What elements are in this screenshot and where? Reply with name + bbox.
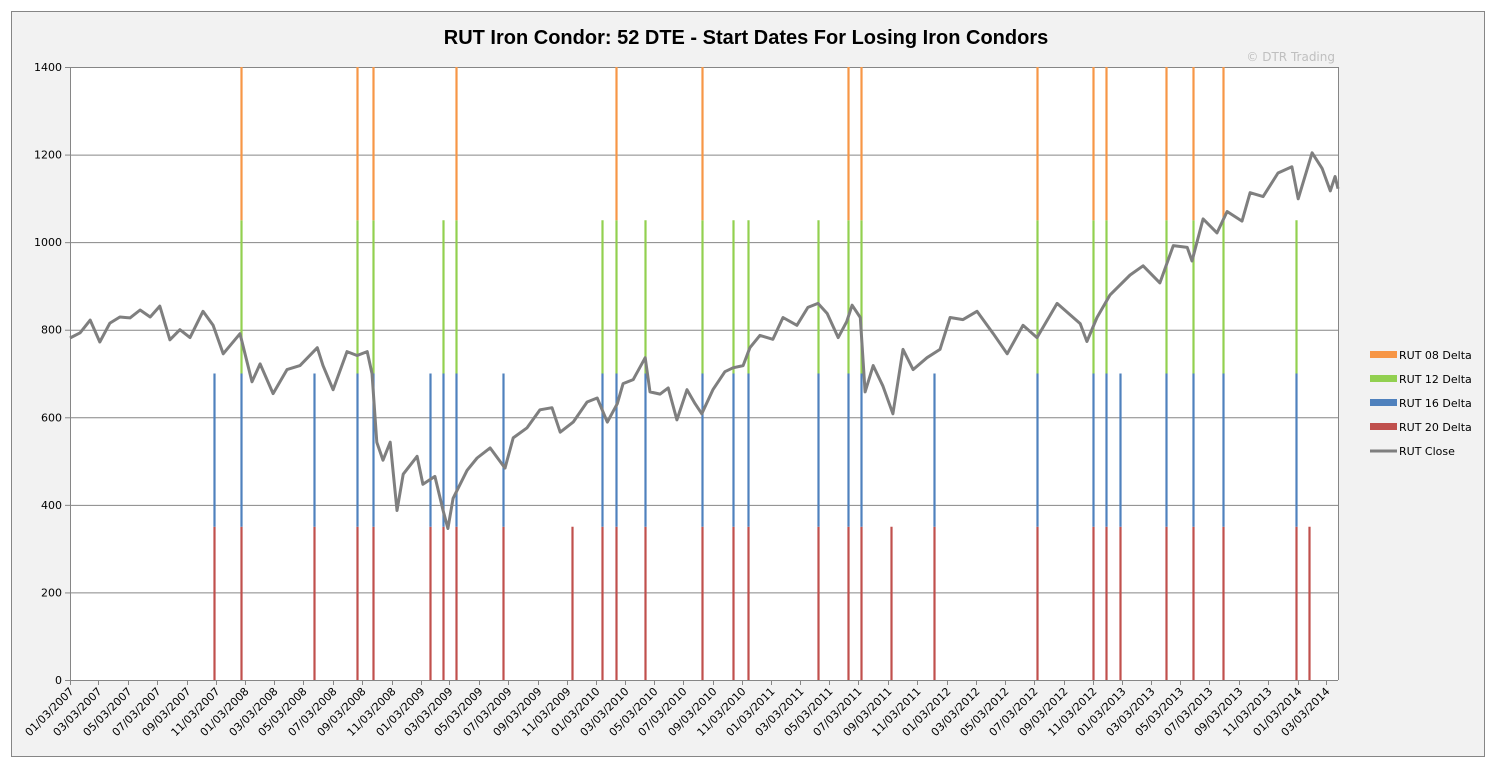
bar-marks [213,67,1311,680]
y-tick-label: 1000 [34,236,62,249]
legend-label: RUT 08 Delta [1399,349,1472,362]
line-series [69,151,1340,530]
legend-item: RUT 20 Delta [1370,421,1472,434]
rut-close-line [69,151,1340,530]
y-tick-label: 1400 [34,61,62,74]
legend-item: RUT 08 Delta [1370,349,1472,362]
legend-item: RUT 12 Delta [1370,373,1472,386]
legend-item: RUT 16 Delta [1370,397,1472,410]
chart-title: RUT Iron Condor: 52 DTE - Start Dates Fo… [444,27,1048,49]
legend-label: RUT 20 Delta [1399,421,1472,434]
legend: RUT 08 Delta RUT 12 Delta RUT 16 Delta RUT … [1370,349,1472,458]
legend-swatch [1370,399,1397,406]
y-tick-label: 0 [55,674,62,687]
y-tick-label: 1200 [34,149,62,162]
legend-swatch [1370,351,1397,358]
legend-label: RUT Close [1399,445,1455,458]
y-axis: 0 200 400 600 800 1000 1200 1400 [34,61,1339,687]
y-tick-label: 800 [41,324,62,337]
y-tick-label: 600 [41,411,62,424]
legend-item: RUT Close [1370,445,1455,458]
y-tick-label: 200 [41,586,62,599]
legend-swatch [1370,375,1397,382]
watermark: © DTR Trading [1246,50,1335,64]
legend-swatch [1370,423,1397,430]
plot-area [70,67,1338,680]
legend-label: RUT 12 Delta [1399,373,1472,386]
y-tick-label: 400 [41,499,62,512]
legend-label: RUT 16 Delta [1399,397,1472,410]
